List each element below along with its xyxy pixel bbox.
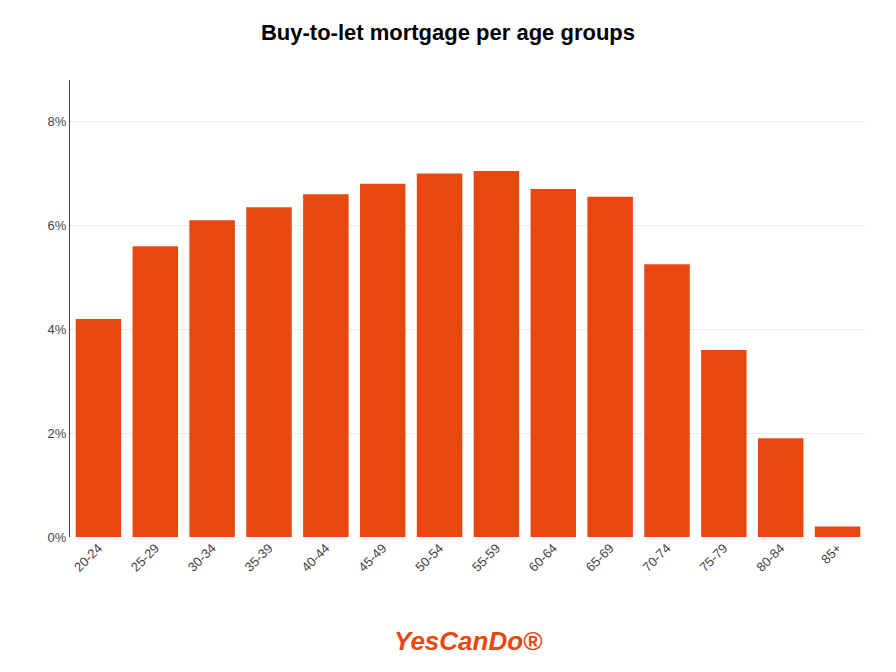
svg-text:80-84: 80-84 <box>753 541 787 575</box>
svg-text:50-54: 50-54 <box>412 541 446 575</box>
svg-text:2%: 2% <box>48 426 67 441</box>
svg-text:30-34: 30-34 <box>185 541 219 575</box>
svg-text:75-79: 75-79 <box>696 541 730 575</box>
svg-text:45-49: 45-49 <box>355 541 389 575</box>
svg-text:0%: 0% <box>48 530 67 545</box>
svg-text:40-44: 40-44 <box>298 541 332 575</box>
svg-text:4%: 4% <box>48 322 67 337</box>
svg-text:YesCanDo®: YesCanDo® <box>394 626 543 656</box>
svg-text:20-24: 20-24 <box>71 541 105 575</box>
svg-text:85+: 85+ <box>818 541 844 567</box>
svg-text:6%: 6% <box>48 218 67 233</box>
svg-text:65-69: 65-69 <box>583 541 617 575</box>
svg-text:25-29: 25-29 <box>128 541 162 575</box>
svg-text:55-59: 55-59 <box>469 541 503 575</box>
svg-text:8%: 8% <box>48 114 67 129</box>
svg-text:60-64: 60-64 <box>526 541 560 575</box>
svg-text:70-74: 70-74 <box>640 541 674 575</box>
svg-text:Buy-to-let mortgage per age gr: Buy-to-let mortgage per age groups <box>261 20 635 45</box>
svg-text:35-39: 35-39 <box>242 541 276 575</box>
